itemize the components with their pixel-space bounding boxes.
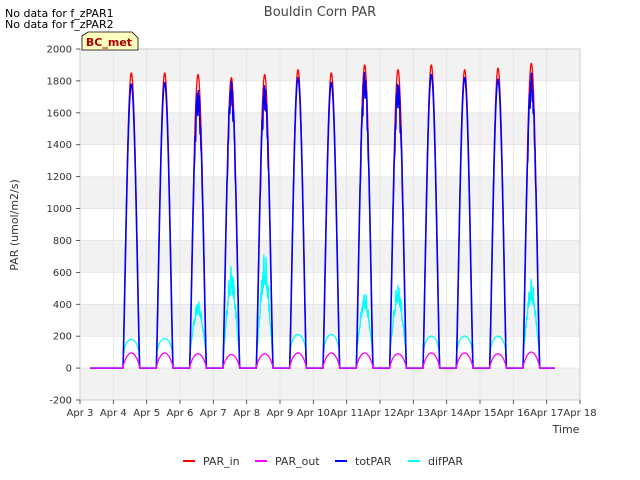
x-tick-label: Apr 9	[267, 408, 294, 419]
y-tick-label: 0	[66, 364, 72, 375]
x-axis-label: Time	[552, 423, 580, 436]
series-par-out	[89, 351, 556, 369]
background-band	[80, 176, 580, 209]
x-tick-label: Apr 16	[497, 408, 530, 419]
y-tick-label: 1000	[47, 204, 72, 215]
x-tick-label: Apr 15	[463, 408, 496, 419]
x-tick-label: Apr 12	[363, 408, 396, 419]
chart-title: Bouldin Corn PAR	[264, 5, 376, 20]
x-tick-label: Apr 11	[330, 408, 363, 419]
y-tick-label: -200	[49, 396, 72, 407]
series-lines	[89, 62, 556, 369]
plot-frame	[79, 48, 581, 401]
background-band	[80, 304, 580, 337]
station-label: BC_met	[86, 36, 132, 49]
y-tick-label: 1600	[47, 108, 72, 119]
y-tick-label: 2000	[47, 45, 72, 56]
x-tick-label: Apr 3	[67, 408, 94, 419]
y-tick-label: 800	[53, 236, 72, 247]
x-tick-label: Apr 13	[397, 408, 430, 419]
x-tick-label: Apr 6	[167, 408, 194, 419]
x-tick-label: Apr 10	[297, 408, 330, 419]
no-data-notice-1: No data for f_zPAR1	[5, 7, 114, 20]
legend: PAR_in PAR_out totPAR difPAR	[183, 455, 463, 468]
x-tick-label: Apr 17	[530, 408, 563, 419]
legend-label-totpar: totPAR	[355, 455, 392, 468]
x-tick-label: Apr 4	[100, 408, 127, 419]
background-band	[80, 112, 580, 145]
station-label-badge	[81, 31, 139, 51]
plot-background-bands	[80, 49, 580, 400]
y-tick-label: 400	[53, 300, 72, 311]
background-band	[80, 240, 580, 273]
x-axis-ticks: Apr 3 Apr 4 Apr 5 Apr 6 Apr 7 Apr 8 Apr 9 Apr 1…	[67, 400, 597, 419]
y-tick-label: 200	[53, 332, 72, 343]
x-tick-label: Apr 18	[563, 408, 596, 419]
y-axis-label: PAR (umol/m2/s)	[8, 179, 21, 271]
legend-label-par-in: PAR_in	[203, 455, 240, 468]
y-tick-label: 1800	[47, 76, 72, 87]
y-tick-label: 1400	[47, 140, 72, 151]
station-label-box: BC_met	[81, 31, 139, 51]
x-tick-label: Apr 8	[233, 408, 260, 419]
x-tick-label: Apr 5	[133, 408, 160, 419]
background-band	[80, 368, 580, 400]
legend-label-par-out: PAR_out	[275, 455, 320, 468]
no-data-notice-2: No data for f_zPAR2	[5, 18, 114, 31]
y-tick-label: 600	[53, 268, 72, 279]
x-tick-label: Apr 7	[200, 408, 227, 419]
legend-label-difpar: difPAR	[428, 455, 463, 468]
y-axis-ticks: -200 0 200 400 600 800 1000 1200 1400 1600 1800 200…	[47, 45, 80, 407]
x-tick-label: Apr 14	[430, 408, 463, 419]
y-tick-label: 1200	[47, 172, 72, 183]
